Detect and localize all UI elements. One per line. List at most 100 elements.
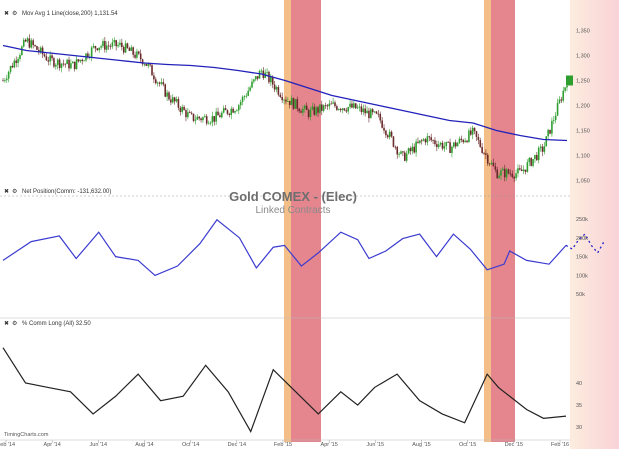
candle-body: [156, 82, 159, 84]
candle-body: [232, 108, 234, 113]
candle-body: [251, 81, 253, 88]
candle-body: [302, 108, 304, 113]
candle-body: [111, 42, 114, 47]
candle-body: [288, 100, 291, 106]
candle-body: [347, 107, 349, 112]
candle-body: [407, 148, 410, 154]
x-tick-label: Oct '15: [459, 442, 476, 448]
comm-panel-header: ✖ ⚙ % Comm Long (All) 32.50: [4, 320, 91, 327]
candle-body: [519, 168, 521, 170]
source-credit: TimingCharts.com: [4, 432, 49, 438]
candle-body: [119, 42, 121, 45]
candle-body: [473, 127, 476, 132]
comm-y-axis: 40 35 30: [576, 381, 582, 431]
candle-body: [270, 76, 272, 83]
candle-body: [330, 103, 333, 105]
candle-body: [419, 140, 421, 143]
candle-body: [390, 131, 393, 137]
candle-body: [39, 47, 42, 52]
gear-icon[interactable]: ⚙: [12, 10, 17, 17]
candle-body: [160, 82, 163, 84]
comm-long-line: [2, 347, 567, 434]
candle-body: [190, 112, 193, 114]
candle-body: [158, 82, 161, 84]
candle-body: [128, 48, 131, 51]
price-tick-label: 1,150: [576, 129, 590, 135]
candle-body: [366, 110, 368, 114]
candle-body: [554, 115, 557, 121]
close-icon[interactable]: ✖: [4, 188, 9, 195]
candle-body: [153, 75, 155, 80]
candle-body: [143, 63, 146, 65]
candle-body: [486, 154, 489, 164]
candle-body: [47, 60, 50, 62]
candle-body: [224, 108, 227, 111]
candle-body: [175, 99, 178, 102]
candle-body: [381, 120, 383, 128]
candle-body: [230, 108, 233, 115]
candle-body: [313, 106, 316, 115]
candle-body: [77, 59, 80, 62]
net-tick-label: 250k: [576, 217, 588, 223]
price-legend: Mov Avg 1 Line(close,200) 1,131.54: [22, 11, 118, 17]
candle-body: [373, 111, 376, 113]
candle-body: [337, 109, 340, 110]
candle-body: [260, 70, 263, 72]
candle-body: [138, 51, 140, 54]
candle-body: [324, 105, 327, 107]
candle-body: [21, 46, 23, 56]
candle-body: [469, 130, 472, 135]
candle-body: [454, 142, 457, 147]
candle-body: [530, 158, 532, 166]
candle-body: [498, 175, 500, 179]
candle-body: [349, 103, 351, 108]
candle-body: [364, 108, 366, 114]
candle-body: [179, 107, 182, 112]
candle-body: [462, 139, 465, 143]
candle-body: [34, 45, 36, 47]
candle-body: [139, 53, 142, 60]
candle-body: [460, 138, 463, 140]
gear-icon[interactable]: ⚙: [12, 188, 17, 195]
candle-body: [151, 65, 153, 76]
candle-body: [481, 146, 483, 153]
candle-body: [217, 111, 219, 116]
candle-body: [443, 146, 446, 149]
candle-body: [354, 103, 357, 109]
candle-body: [198, 116, 200, 119]
candle-body: [234, 111, 236, 113]
candle-body: [171, 97, 174, 103]
candle-body: [558, 99, 561, 103]
candle-body: [398, 153, 400, 155]
candle-body: [96, 48, 99, 51]
candle-body: [209, 122, 212, 124]
candle-body: [320, 104, 323, 111]
candle-body: [24, 39, 27, 42]
candle-body: [490, 162, 493, 165]
candle-body: [90, 47, 93, 58]
candle-body: [213, 116, 216, 122]
candle-body: [268, 71, 270, 83]
candle-body: [94, 46, 97, 49]
candle-body: [292, 98, 295, 109]
candle-body: [405, 153, 408, 161]
candle-body: [92, 46, 95, 48]
candle-body: [428, 136, 431, 138]
candle-body: [215, 111, 217, 122]
candle-body: [507, 169, 510, 174]
candle-body: [432, 140, 434, 141]
candle-body: [98, 47, 101, 51]
candle-body: [549, 129, 551, 134]
candle-body: [71, 61, 74, 64]
candle-body: [358, 106, 361, 108]
candle-body: [205, 116, 208, 124]
close-icon[interactable]: ✖: [4, 10, 9, 17]
band-red-feb15: [291, 0, 321, 442]
candle-body: [177, 99, 180, 108]
candle-body: [221, 112, 223, 118]
candle-body: [38, 49, 40, 52]
close-icon[interactable]: ✖: [4, 320, 9, 327]
candle-body: [341, 108, 344, 111]
candle-body: [417, 141, 419, 143]
gear-icon[interactable]: ⚙: [12, 320, 17, 327]
